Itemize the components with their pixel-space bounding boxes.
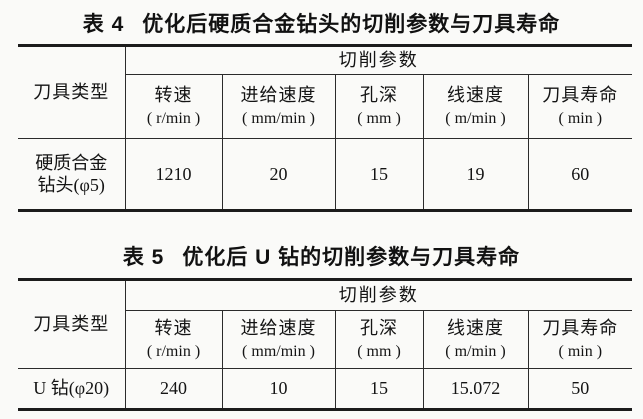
column-name: 刀具寿命 [542, 85, 619, 106]
table-4-caption-text: 优化后硬质合金钻头的切削参数与刀具寿命 [142, 13, 561, 36]
table-5-value-toollife: 50 [527, 368, 633, 410]
column-unit: ( min ) [558, 109, 603, 127]
table-4-value-feed: 20 [221, 138, 336, 211]
column-unit: ( m/min ) [445, 109, 506, 127]
column-unit: ( mm ) [357, 342, 401, 360]
table-5: 刀具类型 切削参数 转速 ( r/min ) 进给速度 ( mm/min ) 孔… [18, 278, 633, 411]
column-unit: ( m/min ) [445, 342, 506, 360]
table-4-value-depth: 15 [334, 138, 424, 211]
column-unit: ( r/min ) [146, 342, 201, 360]
table-4-caption: 表 4 优化后硬质合金钻头的切削参数与刀具寿命 [0, 8, 643, 38]
table-5-col-header-speed: 转速 ( r/min ) [125, 310, 223, 369]
table-5-tool-name-cell: U 钻(φ20) [18, 368, 126, 410]
column-name: 孔深 [360, 318, 398, 339]
column-name: 转速 [154, 85, 193, 106]
column-unit: ( mm/min ) [242, 109, 315, 127]
column-unit: ( mm/min ) [242, 342, 315, 360]
table-5-col-header-depth: 孔深 ( mm ) [334, 310, 424, 369]
table-5-caption-text: 优化后 U 钻的切削参数与刀具寿命 [182, 246, 521, 269]
table-4-col-header-toollife: 刀具寿命 ( min ) [527, 74, 633, 139]
table-4-col-header-linespeed: 线速度 ( m/min ) [422, 74, 529, 139]
tool-name-line: 硬质合金 [35, 152, 108, 173]
column-name: 转速 [154, 318, 193, 339]
table-5-corner-header: 刀具类型 [18, 279, 126, 369]
table-5-value-feed: 10 [221, 368, 336, 410]
table-5-group-header: 切削参数 [124, 279, 633, 311]
table-4-col-header-speed: 转速 ( r/min ) [125, 74, 223, 139]
table-5-col-header-feed: 进给速度 ( mm/min ) [221, 310, 336, 369]
table-5-caption: 表 5 优化后 U 钻的切削参数与刀具寿命 [0, 241, 643, 271]
table-4-caption-label: 表 4 [82, 13, 125, 36]
column-unit: ( r/min ) [146, 109, 201, 127]
table-5-col-header-linespeed: 线速度 ( m/min ) [422, 310, 529, 369]
table-4: 刀具类型 切削参数 转速 ( r/min ) 进给速度 ( mm/min ) 孔… [18, 44, 633, 212]
column-name: 线速度 [447, 85, 504, 106]
table-5-value-speed: 240 [124, 368, 223, 410]
tool-name-line: 钻头(φ5) [37, 175, 105, 195]
column-name: 刀具寿命 [542, 318, 619, 339]
table-4-value-linespeed: 19 [422, 138, 529, 211]
table-4-tool-name-cell: 硬质合金 钻头(φ5) [18, 138, 126, 211]
column-unit: ( mm ) [357, 109, 401, 127]
table-4-group-header: 切削参数 [124, 45, 633, 75]
table-5-value-depth: 15 [334, 368, 424, 410]
table-4-corner-header: 刀具类型 [18, 45, 126, 139]
table-4-value-speed: 1210 [124, 138, 223, 211]
table-4-col-header-depth: 孔深 ( mm ) [334, 74, 424, 139]
table-4-value-toollife: 60 [527, 138, 633, 211]
tool-name-line: U 钻(φ20) [33, 378, 110, 399]
table-4-col-header-feed: 进给速度 ( mm/min ) [221, 74, 336, 139]
table-5-col-header-toollife: 刀具寿命 ( min ) [527, 310, 633, 369]
column-unit: ( min ) [558, 342, 603, 360]
table-5-caption-label: 表 5 [122, 246, 165, 269]
column-name: 进给速度 [240, 318, 317, 339]
column-name: 线速度 [447, 318, 504, 339]
table-row: 硬质合金 钻头(φ5) 1210 20 15 19 60 [18, 138, 633, 211]
table-5-value-linespeed: 15.072 [422, 368, 529, 410]
column-name: 进给速度 [240, 85, 317, 106]
column-name: 孔深 [360, 85, 398, 106]
table-row: U 钻(φ20) 240 10 15 15.072 50 [18, 368, 633, 410]
